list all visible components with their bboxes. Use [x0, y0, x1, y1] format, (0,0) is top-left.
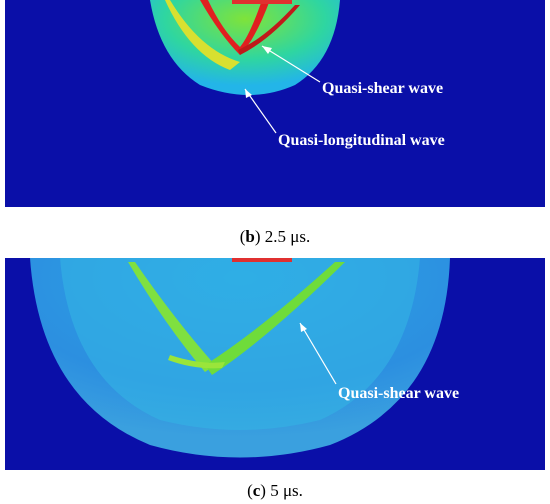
arrow [261, 45, 321, 83]
streak [238, 5, 300, 55]
caption-open: ( [247, 481, 253, 500]
arrow [299, 322, 337, 385]
arrow [244, 88, 277, 134]
annotation: Quasi-shear wave [322, 80, 443, 97]
streak [165, 0, 240, 70]
panel-b: Quasi-shear wave Quasi-longitudinal wave… [5, 0, 545, 246]
annotation: Quasi-longitudinal wave [278, 132, 445, 149]
caption-label: c [253, 481, 261, 500]
streak [128, 262, 215, 372]
arrowhead [262, 46, 272, 54]
caption-rest: ) 2.5 μs. [255, 227, 310, 246]
caption-open: ( [240, 227, 246, 246]
streak [168, 355, 225, 369]
caption-rest: ) 5 μs. [260, 481, 303, 500]
annotation: Quasi-shear wave [338, 385, 459, 402]
arrowhead [300, 323, 307, 332]
streak [200, 0, 270, 55]
load-area [232, 0, 292, 4]
streak [205, 262, 345, 375]
panel-c: Quasi-shear wave (c) 5 μs. [5, 258, 545, 500]
caption-label: b [245, 227, 254, 246]
caption: (c) 5 μs. [247, 481, 303, 500]
caption: (b) 2.5 μs. [240, 227, 311, 246]
load-area [232, 258, 292, 262]
arrowhead [245, 89, 252, 98]
